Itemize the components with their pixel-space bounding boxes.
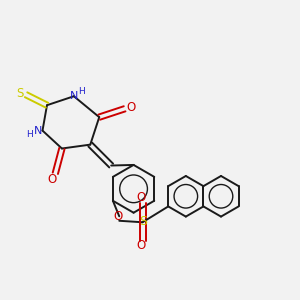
Text: H: H	[78, 87, 85, 96]
Text: O: O	[127, 101, 136, 114]
Text: N: N	[70, 91, 79, 101]
Text: H: H	[27, 130, 33, 139]
Text: O: O	[136, 191, 146, 204]
Text: O: O	[136, 239, 146, 252]
Text: O: O	[48, 173, 57, 186]
Text: N: N	[34, 126, 43, 136]
Text: O: O	[113, 210, 122, 224]
Text: S: S	[140, 215, 147, 228]
Text: S: S	[16, 87, 23, 101]
